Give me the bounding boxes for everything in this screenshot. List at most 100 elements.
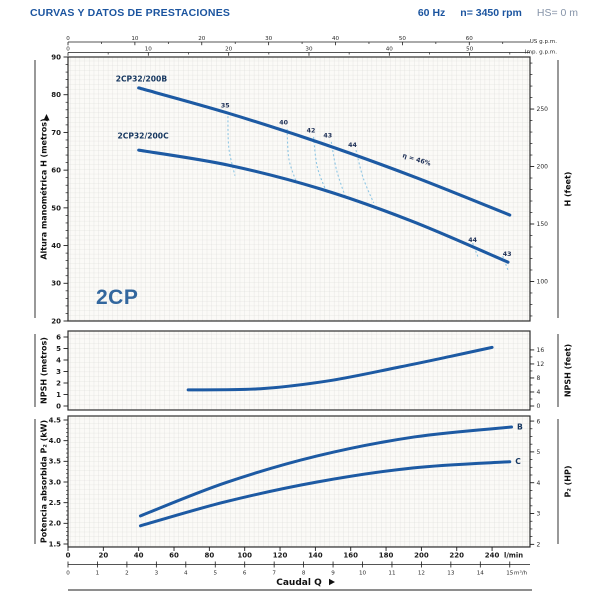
h-axis-tick-label: 30: [51, 280, 61, 288]
header-conditions: 60 Hz n= 3450 rpm HS= 0 m: [418, 7, 578, 19]
imp-gpm-scale-tick-label: 30: [305, 47, 313, 53]
power-chart-plot-grid: [68, 416, 530, 547]
npsh-feet-tick-label: 12: [537, 361, 545, 368]
h-axis-title: Altura manométrica H (metros): [39, 118, 49, 259]
power-curve-b: [138, 425, 514, 518]
power-curve-name-label: B: [517, 423, 523, 432]
power-axis-tick-label: 3.5: [49, 458, 62, 466]
npsh-axis-tick-label: 5: [56, 345, 61, 353]
efficiency-label: 40: [279, 120, 288, 127]
power-hp-tick-label: 2: [537, 542, 541, 549]
power-hp-tick-label: 4: [537, 480, 541, 487]
m3h-tick-label: 3: [155, 571, 159, 577]
power-hp-tick-label: 5: [537, 449, 541, 456]
h-axis-tick-label: 90: [51, 53, 61, 61]
efficiency-line-40-1: [286, 129, 297, 182]
lmin-tick-label: 240: [485, 552, 500, 560]
lmin-tick-label: 180: [379, 552, 394, 560]
npsh-axis-tick-label: 6: [56, 333, 61, 341]
npsh-axis-title: NPSH (metros): [40, 337, 49, 404]
m3h-tick-label: 9: [331, 571, 335, 577]
speed-label: n= 3450 rpm: [460, 7, 522, 19]
us-gpm-scale-tick-label: 20: [198, 36, 206, 42]
m3h-tick-label: 14: [477, 571, 485, 577]
frequency-label: 60 Hz: [417, 7, 446, 19]
m3h-tick-label: 6: [243, 571, 247, 577]
lmin-tick-label: 220: [449, 552, 464, 560]
lmin-tick-label: 80: [204, 552, 214, 560]
h-axis-tick-label: 50: [51, 204, 61, 212]
npsh-chart-plot-grid: [68, 331, 530, 410]
power-chart-plot: [67, 415, 531, 548]
m3h-tick-label: 11: [388, 571, 396, 577]
us-gpm-scale-tick-label: 0: [66, 36, 70, 42]
imp-gpm-scale-unit-label: Imp. g.p.m.: [525, 50, 557, 56]
imp-gpm-scale-tick-label: 40: [386, 47, 394, 53]
lmin-tick-label: 100: [237, 552, 252, 560]
npsh-axis-tick-label: 0: [56, 402, 61, 410]
power-axis-title: Potencia absorbida P₂ (kW): [40, 420, 49, 543]
m3h-tick-label: 10: [359, 571, 367, 577]
h-feet-tick-label: 100: [537, 279, 549, 286]
power-axis-tick-label: 2.0: [49, 520, 62, 528]
npsh-feet-tick-label: 0: [537, 403, 541, 410]
us-gpm-scale-tick-label: 60: [466, 36, 474, 42]
h-axis-tick-label: 20: [51, 317, 61, 325]
us-gpm-scale-tick-label: 40: [332, 36, 340, 42]
lmin-tick-label: 20: [98, 552, 108, 560]
h-feet-tick-label: 150: [537, 221, 549, 228]
h-axis-tick-label: 40: [51, 242, 61, 250]
lmin-tick-label: 40: [134, 552, 144, 560]
npsh-feet-tick-label: 8: [537, 375, 541, 382]
npsh-axis-tick-label: 2: [56, 379, 61, 387]
page-title: CURVAS Y DATOS DE PRESTACIONES: [30, 7, 231, 19]
m3h-tick-label: 1: [96, 571, 100, 577]
h-axis-tick-label: 80: [51, 91, 61, 99]
power-hp-tick-label: 6: [537, 418, 541, 425]
us-gpm-scale-unit-label: US g.p.m.: [530, 39, 558, 45]
efficiency-label: 35: [221, 103, 230, 110]
power-axis-tick-label: 2.5: [49, 499, 62, 507]
power-curve-c: [138, 460, 512, 528]
h-axis-tick-label: 70: [51, 129, 61, 137]
power-axis-tick-label: 3.0: [49, 478, 62, 486]
h-feet-tick-label: 200: [537, 164, 549, 171]
m3h-tick-label: 7: [272, 571, 276, 577]
m3h-tick-label: 2: [125, 571, 129, 577]
efficiency-label: 43: [323, 133, 332, 140]
power-axis-tick-label: 1.5: [49, 540, 62, 548]
us-gpm-scale-tick-label: 50: [399, 36, 407, 42]
lmin-tick-label: 0: [66, 552, 71, 560]
lmin-tick-label: 200: [414, 552, 429, 560]
m3h-tick-label: 0: [66, 571, 70, 577]
npsh-feet-axis-title: NPSH (feet): [564, 344, 573, 397]
curve-2cp32-200c: [137, 148, 510, 264]
npsh-chart-plot: [67, 330, 531, 411]
curve-name-label: 2CP32/200C: [117, 131, 169, 140]
lmin-tick-label: 120: [273, 552, 288, 560]
curve-2cp32-200b: [137, 86, 512, 217]
suction-head-label: HS= 0 m: [536, 7, 578, 19]
m3h-tick-label: 12: [418, 571, 425, 577]
us-gpm-scale-tick-label: 30: [265, 36, 273, 42]
us-gpm-scale-tick-label: 10: [131, 36, 139, 42]
power-axis-tick-label: 4.0: [49, 437, 62, 445]
imp-gpm-scale-tick-label: 0: [66, 47, 70, 53]
h-axis-tick-label: 60: [51, 167, 61, 175]
npsh-axis-tick-label: 1: [56, 391, 61, 399]
head-chart-plot-grid: [68, 57, 530, 321]
h-axis-arrow-icon: [43, 114, 50, 121]
head-chart-plot: [67, 56, 531, 322]
npsh-feet-tick-label: 4: [537, 389, 541, 396]
efficiency-label: 44: [348, 142, 357, 149]
npsh-feet-tick-label: 16: [537, 347, 545, 354]
flow-axis-arrow-icon: [329, 578, 335, 586]
model-label: 2CP: [96, 286, 139, 309]
efficiency-label: 43: [503, 251, 512, 258]
m3h-tick-label: 15: [506, 571, 514, 577]
h-feet-axis-title: H (feet): [564, 172, 573, 207]
h-feet-tick-label: 250: [537, 106, 549, 113]
m3h-tick-label: 13: [447, 571, 455, 577]
m3h-unit-label: m³/h: [514, 570, 528, 577]
efficiency-line-43-3: [330, 141, 346, 198]
